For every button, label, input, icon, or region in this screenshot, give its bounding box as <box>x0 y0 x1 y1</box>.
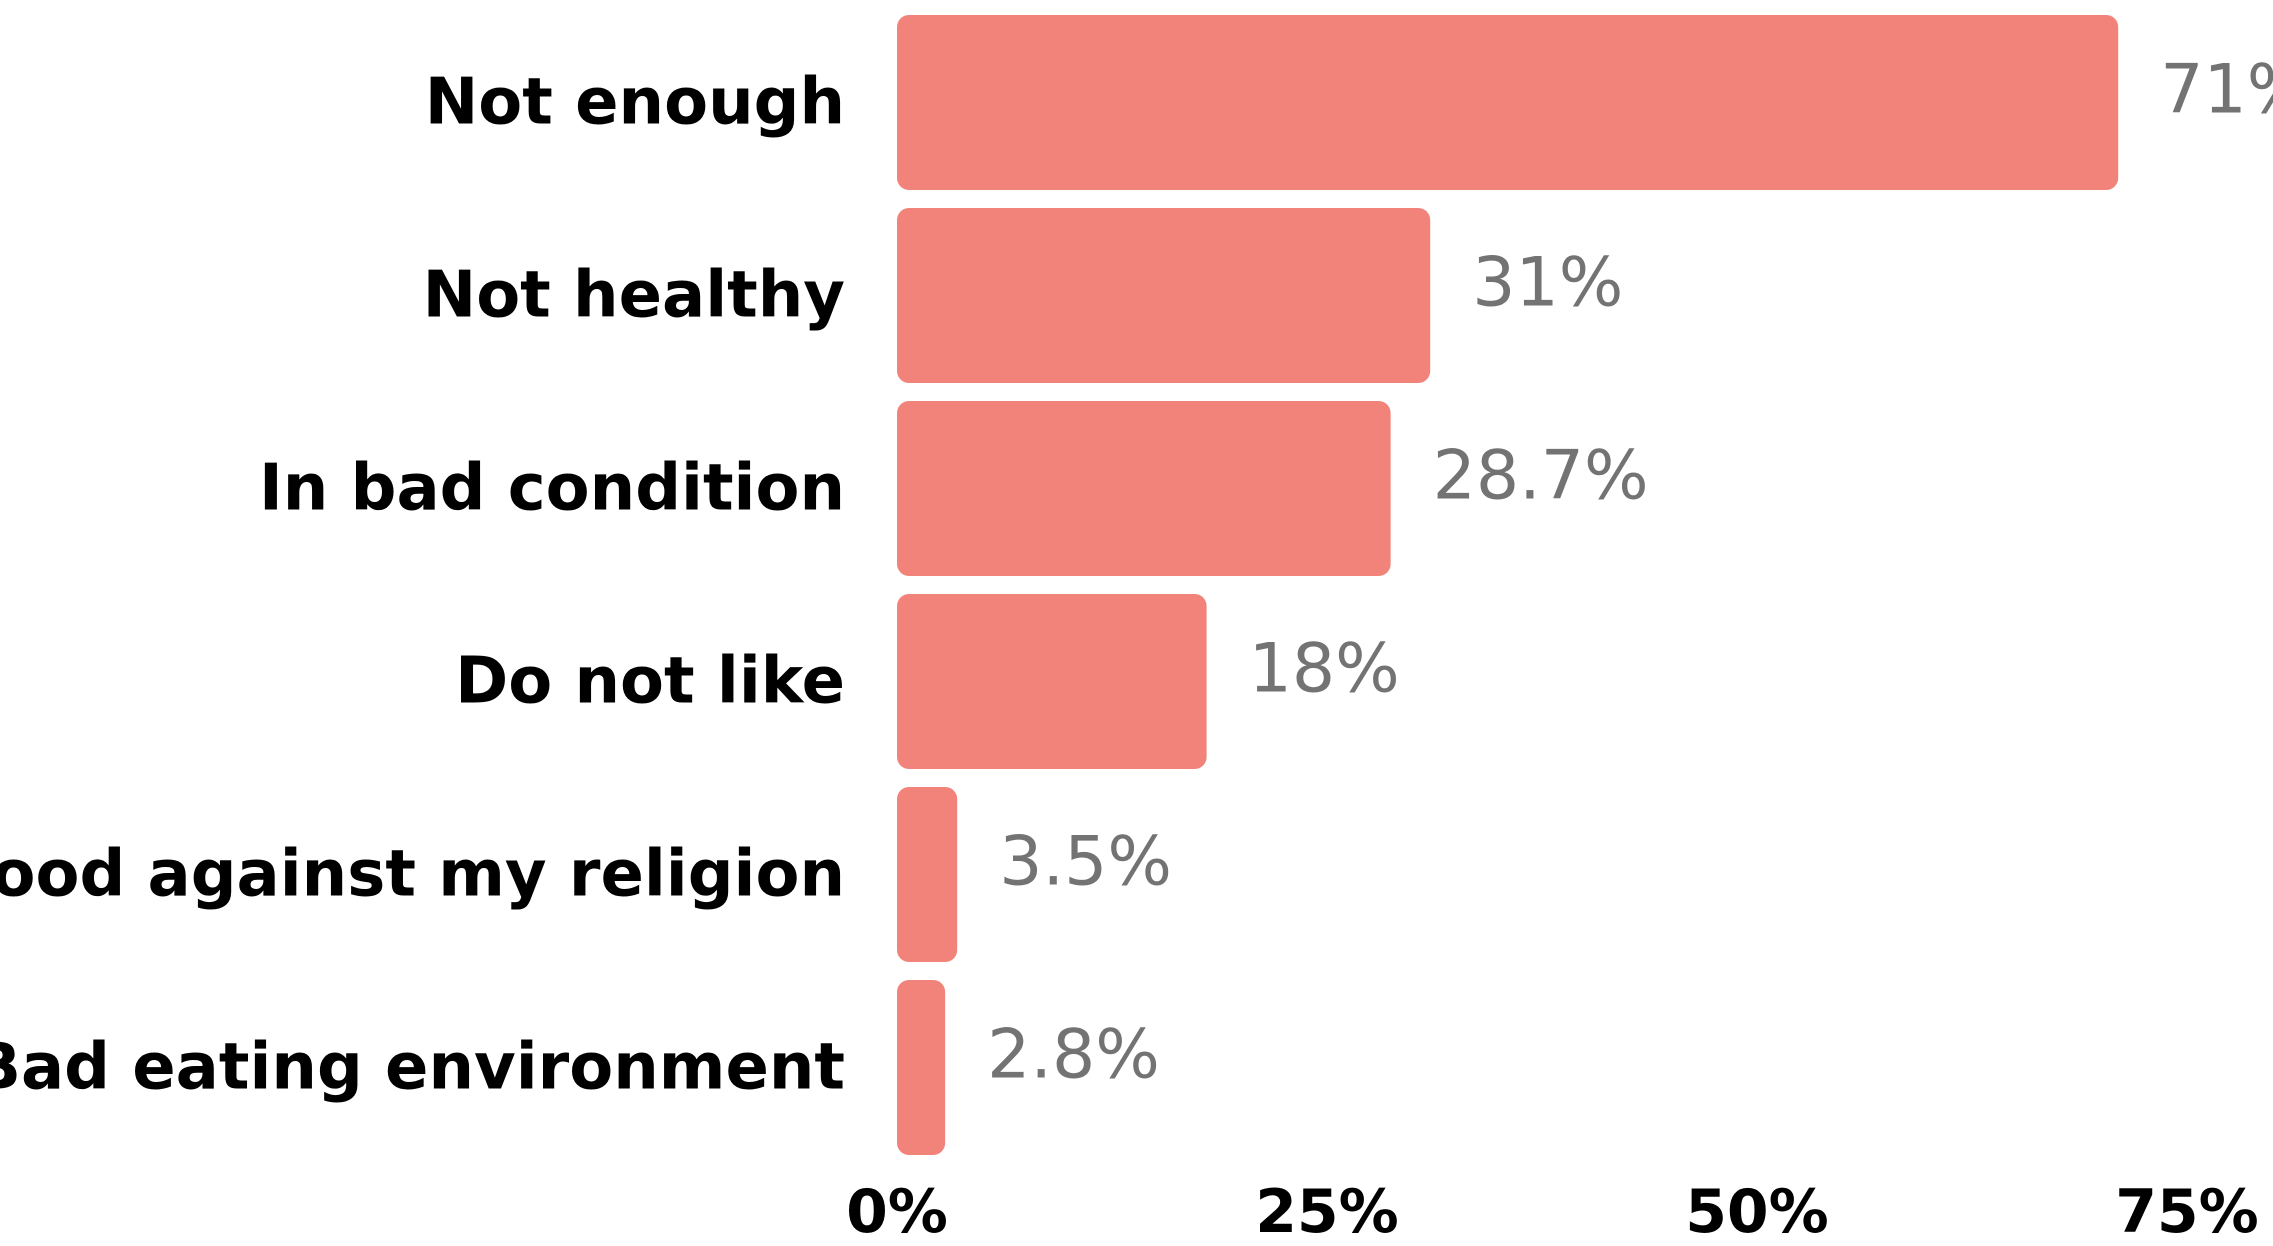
x-tick-label-25: 25% <box>1255 1177 1399 1246</box>
category-label-do-not-like: Do not like <box>455 645 845 719</box>
value-label-in-bad-condition: 28.7% <box>1433 437 1649 516</box>
bar-in-bad-condition <box>897 401 1391 576</box>
category-label-bad-eating-environment: Bad eating environment <box>0 1031 845 1105</box>
value-label-bad-eating-environment: 2.8% <box>987 1016 1160 1095</box>
x-tick-label-75: 75% <box>2115 1177 2259 1246</box>
category-label-not-enough: Not enough <box>425 66 845 140</box>
bar-bad-eating-environment <box>897 980 946 1155</box>
bar-not-healthy <box>897 208 1431 383</box>
value-label-not-healthy: 31% <box>1472 244 1623 323</box>
x-tick-label-0: 0% <box>846 1177 948 1246</box>
category-label-food-against-my-religion: Food against my religion <box>0 838 845 912</box>
category-label-in-bad-condition: In bad condition <box>259 452 845 526</box>
x-axis-ticks-group: 0% 25% 50% 75% <box>846 1177 2259 1246</box>
bar-do-not-like <box>897 594 1207 769</box>
value-label-not-enough: 71% <box>2160 51 2273 130</box>
value-label-do-not-like: 18% <box>1249 630 1400 709</box>
bar-food-against-my-religion <box>897 787 958 962</box>
x-tick-label-50: 50% <box>1685 1177 1829 1246</box>
category-labels-group: Not enough Not healthy In bad condition Do … <box>0 66 845 1105</box>
bars-group <box>897 15 2119 1155</box>
category-label-not-healthy: Not healthy <box>423 259 845 333</box>
bar-not-enough <box>897 15 2119 190</box>
value-labels-group: 71% 31% 28.7% 18% 3.5% 2.8% <box>987 51 2273 1095</box>
value-label-food-against-my-religion: 3.5% <box>999 823 1172 902</box>
